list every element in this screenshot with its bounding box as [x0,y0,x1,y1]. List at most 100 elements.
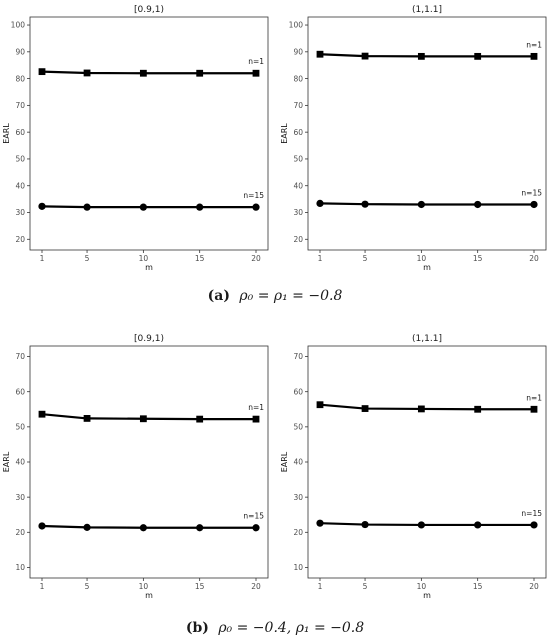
y-tick-label: 100 [11,21,26,30]
data-point-circle [417,521,425,529]
series-n-1: n=1 [316,40,542,60]
x-tick-label: 15 [473,254,483,263]
y-tick-label: 20 [293,235,303,244]
series-label: n=15 [521,188,542,197]
series-n-1: n=1 [38,57,264,77]
x-axis-title: m [423,591,431,600]
x-tick-label: 20 [529,582,539,591]
caption-b-letter: (b) [186,620,209,636]
data-point-square [316,401,324,409]
y-tick-label: 40 [15,458,25,467]
data-point-circle [38,202,46,210]
y-tick-label: 70 [293,352,303,361]
data-point-circle [474,200,482,209]
data-point-circle [530,200,538,209]
series-n-15: n=15 [38,512,264,532]
y-tick-label: 50 [293,155,303,164]
y-tick-label: 60 [15,128,25,137]
series-n-1: n=1 [38,403,264,423]
data-point-square [417,405,425,413]
y-tick-label: 90 [15,48,25,57]
x-tick-label: 5 [85,582,90,591]
plot-area-frame [307,345,547,579]
y-tick-label: 100 [289,21,304,30]
data-point-circle [417,200,425,209]
y-tick-label: 10 [15,563,25,572]
x-axis-title: m [423,263,431,272]
data-point-circle [83,523,91,531]
y-tick-label: 20 [15,528,25,537]
y-tick-label: 10 [293,563,303,572]
y-axis-title: EARL [2,451,11,472]
data-point-square [252,415,260,423]
data-point-circle [361,200,369,208]
x-tick-label: 10 [139,254,149,263]
y-tick-label: 40 [15,181,25,190]
y-tick-label: 80 [15,74,25,83]
series-label: n=15 [243,512,264,521]
y-tick-label: 70 [293,101,303,110]
data-point-circle [252,524,260,532]
data-point-circle [316,199,324,207]
data-point-circle [196,524,204,532]
series-n-15: n=15 [316,509,542,529]
x-tick-label: 10 [139,582,149,591]
caption-a-math: ρ₀ = ρ₁ = −0.8 [238,288,342,304]
data-point-square [417,52,425,60]
data-point-circle [196,203,204,211]
y-axis-title: EARL [280,451,289,472]
data-point-circle [83,203,91,211]
data-point-circle [530,521,538,529]
data-point-square [361,52,369,60]
x-tick-label: 5 [85,254,90,263]
data-point-circle [474,521,482,529]
x-tick-label: 5 [363,254,368,263]
y-tick-label: 50 [293,423,303,432]
caption-a: (a) ρ₀ = ρ₁ = −0.8 [208,288,343,304]
x-tick-label: 20 [251,582,261,591]
y-tick-label: 30 [15,493,25,502]
y-tick-label: 20 [15,235,25,244]
x-tick-label: 10 [417,254,427,263]
y-tick-label: 30 [15,208,25,217]
series-n-15: n=15 [38,191,264,211]
x-tick-label: 1 [318,582,323,591]
data-point-circle [316,519,324,527]
y-axis-title: EARL [280,123,289,144]
series-line [41,205,256,209]
x-tick-label: 5 [363,582,368,591]
data-point-square [530,405,538,413]
caption-a-letter: (a) [208,288,230,304]
data-point-square [139,69,147,77]
y-tick-label: 90 [293,48,303,57]
series-label: n=15 [243,191,264,200]
series-label: n=1 [526,393,542,402]
data-point-square [38,410,46,418]
y-tick-label: 20 [293,528,303,537]
y-tick-label: 70 [15,352,25,361]
plot-area-frame [307,16,547,251]
data-point-square [316,50,324,58]
data-point-square [83,415,91,422]
y-tick-label: 50 [15,155,25,164]
y-tick-label: 60 [293,128,303,137]
data-point-square [83,69,91,77]
x-tick-label: 15 [195,582,205,591]
data-point-circle [252,203,260,211]
data-point-circle [139,524,147,532]
y-tick-label: 30 [293,208,303,217]
x-tick-label: 20 [529,254,539,263]
series-line [319,202,534,206]
data-point-square [361,405,369,412]
series-label: n=1 [248,403,264,412]
y-tick-label: 30 [293,493,303,502]
caption-b: (b) ρ₀ = −0.4, ρ₁ = −0.8 [186,620,364,636]
series-label: n=1 [526,40,542,49]
data-point-square [196,415,204,423]
x-tick-label: 10 [417,582,427,591]
plot-area-frame [29,345,269,579]
